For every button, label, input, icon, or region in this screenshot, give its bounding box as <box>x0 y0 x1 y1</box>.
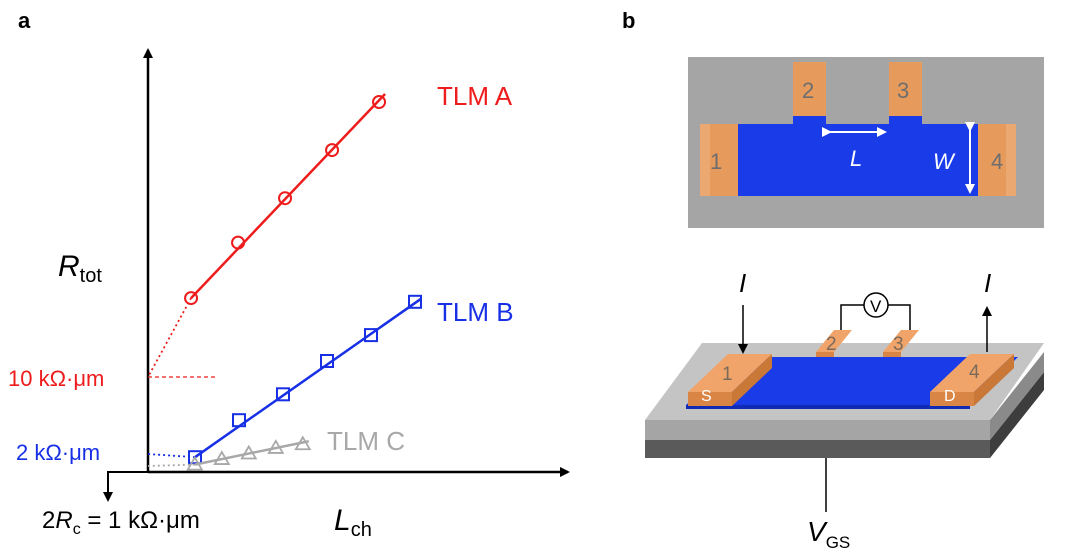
point-1-4 <box>364 328 378 343</box>
contact-2-label: 2 <box>802 78 814 103</box>
point-1-0 <box>188 450 202 465</box>
series-label-tlm-a: TLM A <box>437 81 513 111</box>
contact-d-top <box>930 354 1014 392</box>
dielectric-front <box>645 420 990 440</box>
contact-3-3d-label: 3 <box>893 334 904 355</box>
contact-2-3d-front <box>816 352 834 357</box>
panel-b: b 1 2 3 4 L W <box>622 8 1044 552</box>
point-0-1 <box>231 235 246 250</box>
contact-3-channel-tab <box>889 116 922 134</box>
gate-label: VGS <box>807 516 850 552</box>
annotation-10k: 10 kΩ·μm <box>8 366 104 391</box>
contact-d-front <box>930 392 974 406</box>
length-label: L <box>850 146 862 171</box>
gate-layer-side <box>990 372 1044 458</box>
panel-b-label: b <box>622 8 635 33</box>
point-2-3 <box>267 439 285 454</box>
y-axis-label: Rtot <box>58 250 102 287</box>
voltmeter-label: V <box>870 297 882 316</box>
point-2-1 <box>213 450 231 465</box>
point-2-2 <box>240 444 258 460</box>
fit-line-0 <box>190 93 386 299</box>
point-0-4 <box>372 95 387 109</box>
width-label: W <box>933 149 956 174</box>
contact-s-side <box>732 354 772 406</box>
extrapolation-1 <box>147 453 196 459</box>
point-0-3 <box>325 143 340 158</box>
point-1-2 <box>276 387 290 402</box>
contact-4-label: 4 <box>991 149 1003 174</box>
contact-2 <box>793 62 826 118</box>
voltmeter-wire-right <box>886 304 911 330</box>
contact-1-highlight <box>700 124 710 196</box>
channel-3d-edge <box>686 405 970 409</box>
contact-4-3d-label: 4 <box>969 362 980 383</box>
point-1-1 <box>232 413 246 428</box>
gate-layer-front <box>645 440 990 458</box>
contact-d-side <box>974 354 1014 406</box>
contact-3-label: 3 <box>897 78 909 103</box>
panel-a: a Rtot Lch 10 kΩ·μm 2 kΩ·μm 2Rc = 1 kΩ·μ… <box>8 8 570 541</box>
dielectric-side <box>990 352 1044 440</box>
contact-3-3d <box>883 330 919 352</box>
contact-3 <box>889 62 922 118</box>
point-0-2 <box>278 191 293 206</box>
contact-3-3d-front <box>883 352 901 357</box>
current-in-label: I <box>739 268 746 298</box>
contact-s-top <box>688 354 772 392</box>
x-axis-label: Lch <box>334 504 372 541</box>
contact-1-3d-label: 1 <box>722 364 733 385</box>
extrapolation-2 <box>147 463 195 467</box>
point-0-0 <box>184 291 199 306</box>
top-view: 1 2 3 4 L W <box>688 57 1044 228</box>
contact-4-highlight <box>1006 124 1016 196</box>
origin-offset-arrow <box>103 471 148 502</box>
series-layer <box>147 93 422 471</box>
contact-2-3d-label: 2 <box>826 334 837 355</box>
panel-a-label: a <box>18 8 31 33</box>
fit-line-1 <box>194 297 422 459</box>
point-1-5 <box>408 294 422 309</box>
source-label: S <box>701 388 712 405</box>
extrapolation-0 <box>147 297 192 378</box>
contact-2-channel-tab <box>793 116 826 134</box>
series-label-tlm-b: TLM B <box>437 297 514 327</box>
annotation-1k: 2Rc = 1 kΩ·μm <box>42 507 200 538</box>
point-2-4 <box>294 435 312 451</box>
drain-label: D <box>944 388 956 405</box>
contact-2-3d <box>816 330 852 352</box>
current-out-label: I <box>984 268 991 298</box>
voltmeter-wire-left <box>840 304 866 330</box>
series-label-tlm-c: TLM C <box>327 426 405 456</box>
point-1-3 <box>320 354 334 368</box>
device-3d: 1 2 3 4 S D V I I VGS <box>645 268 1044 552</box>
annotation-2k: 2 kΩ·μm <box>16 440 100 465</box>
point-2-0 <box>186 455 204 471</box>
contact-s-front <box>688 392 732 406</box>
voltmeter-icon <box>863 292 889 318</box>
contact-1-label: 1 <box>710 149 722 174</box>
